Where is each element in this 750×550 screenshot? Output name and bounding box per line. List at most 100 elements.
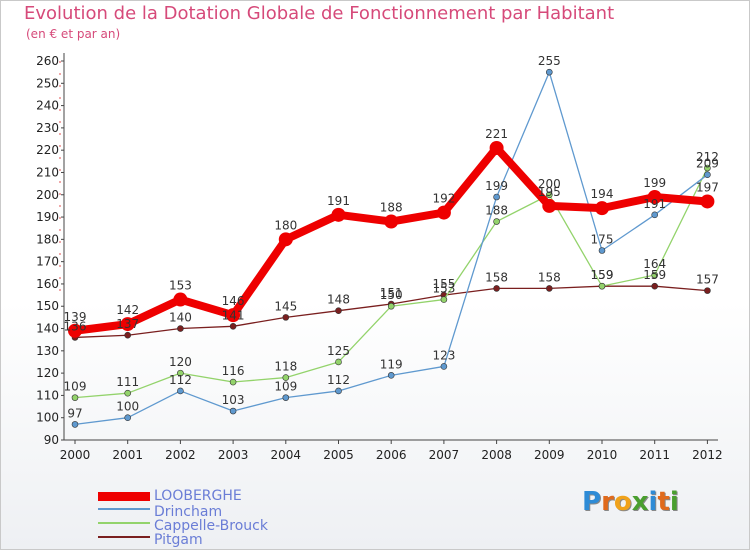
data-label-drincham: 191 [643, 197, 666, 211]
data-label-layer: 136 137 140 141 145 148 151 155 158 158 159 159 157 1… [64, 54, 719, 420]
data-point-pitgam [704, 287, 711, 294]
legend-label-pitgam: Pitgam [154, 532, 203, 548]
x-tick-label: 2002 [165, 448, 196, 462]
data-point-pitgam [493, 285, 500, 292]
legend-swatch-cappelle-brouck [98, 522, 150, 524]
data-point-pitgam [282, 314, 290, 321]
data-point-drincham [387, 372, 395, 379]
logo-letter: P [582, 487, 602, 517]
data-label-drincham: 97 [67, 406, 82, 420]
y-tick-label: 100 [36, 411, 59, 425]
x-tick-label: 2001 [112, 448, 143, 462]
data-label-looberghe: 188 [380, 201, 403, 215]
data-point-looberghe [542, 198, 557, 213]
x-tick-label: 2011 [639, 448, 670, 462]
data-point-drincham [229, 407, 237, 415]
data-label-cappelle-brouck: 116 [222, 364, 245, 378]
y-tick-label: 240 [36, 99, 59, 113]
data-label-cappelle-brouck: 164 [643, 257, 666, 271]
data-label-pitgam: 158 [485, 270, 508, 284]
y-tick-label: 220 [36, 143, 59, 157]
series-layer [68, 68, 715, 428]
logo-letter: t [657, 487, 670, 517]
axes: 90 100 110 120 130 140 150 160 170 180 190 200 210 22… [36, 53, 723, 462]
legend-swatch-looberghe [98, 492, 150, 501]
data-point-looberghe [278, 232, 293, 247]
legend-label-cappelle-brouck: Cappelle-Brouck [154, 518, 268, 534]
x-tick-label: 2003 [218, 448, 249, 462]
y-tick-label: 90 [44, 433, 59, 447]
data-point-drincham [177, 387, 184, 395]
y-tick-label: 230 [36, 121, 59, 135]
y-tick-label: 200 [36, 188, 59, 202]
data-point-cappelle-brouck [71, 394, 79, 401]
data-label-looberghe: 195 [538, 185, 561, 199]
data-point-drincham [440, 363, 448, 370]
data-point-cappelle-brouck [440, 296, 448, 303]
data-label-looberghe: 153 [169, 279, 192, 293]
data-label-pitgam: 159 [643, 268, 666, 282]
data-label-cappelle-brouck: 111 [116, 375, 139, 389]
logo-letter: i [648, 487, 658, 517]
data-label-pitgam: 158 [538, 270, 561, 284]
y-tick-label: 120 [36, 366, 59, 380]
data-label-looberghe: 199 [643, 176, 666, 190]
data-label-pitgam: 141 [222, 308, 245, 322]
data-point-looberghe [700, 194, 715, 209]
data-point-drincham [493, 193, 500, 201]
data-point-pitgam [651, 282, 659, 290]
data-point-cappelle-brouck [177, 369, 184, 377]
y-tick-label: 130 [36, 344, 59, 358]
y-tick-label: 190 [36, 210, 59, 224]
x-tick-label: 2010 [587, 448, 618, 462]
data-point-drincham [545, 68, 553, 76]
data-label-cappelle-brouck: 109 [64, 380, 87, 394]
data-point-pitgam [335, 307, 342, 314]
data-point-looberghe [436, 205, 451, 220]
data-point-cappelle-brouck [335, 358, 342, 366]
logo-letter: o [613, 487, 632, 517]
data-label-looberghe: 146 [222, 294, 245, 308]
data-point-drincham [124, 414, 131, 422]
data-point-cappelle-brouck [704, 164, 711, 172]
data-label-looberghe: 180 [274, 218, 297, 232]
data-point-looberghe [489, 140, 504, 155]
data-label-drincham: 209 [696, 157, 719, 171]
data-point-looberghe [384, 214, 399, 229]
data-point-looberghe [226, 308, 241, 323]
y-tick-label: 210 [36, 165, 59, 179]
data-label-drincham: 112 [169, 373, 192, 387]
data-point-cappelle-brouck [229, 378, 237, 386]
logo-letter: r [601, 487, 614, 517]
x-tick-label: 2005 [323, 448, 354, 462]
data-point-looberghe [68, 323, 82, 338]
data-point-cappelle-brouck [651, 271, 659, 279]
data-label-drincham: 109 [274, 380, 297, 394]
chart-title: Evolution de la Dotation Globale de Fonc… [24, 3, 615, 24]
legend-swatch-pitgam [98, 536, 150, 538]
data-label-drincham: 100 [116, 400, 139, 414]
data-point-pitgam [229, 322, 237, 330]
y-tick-label: 170 [36, 255, 59, 269]
data-label-drincham: 119 [380, 357, 403, 371]
y-tick-label: 260 [36, 54, 59, 68]
data-point-cappelle-brouck [282, 374, 290, 381]
data-point-drincham [704, 171, 711, 178]
data-label-pitgam: 157 [696, 273, 719, 287]
data-label-looberghe: 191 [327, 194, 350, 208]
data-point-cappelle-brouck [493, 218, 500, 225]
data-label-cappelle-brouck: 125 [327, 344, 350, 358]
data-label-cappelle-brouck: 120 [169, 355, 192, 369]
x-tick-label: 2000 [60, 448, 91, 462]
data-point-looberghe [120, 317, 135, 332]
chart-subtitle: (en € et par an) [26, 27, 121, 41]
y-tick-label: 150 [36, 299, 59, 313]
y-tick-label: 160 [36, 277, 59, 291]
data-label-cappelle-brouck: 188 [485, 204, 508, 218]
y-tick-label: 110 [36, 388, 59, 402]
data-point-looberghe [647, 189, 662, 204]
data-label-cappelle-brouck: 150 [380, 288, 403, 302]
x-tick-label: 2007 [429, 448, 460, 462]
